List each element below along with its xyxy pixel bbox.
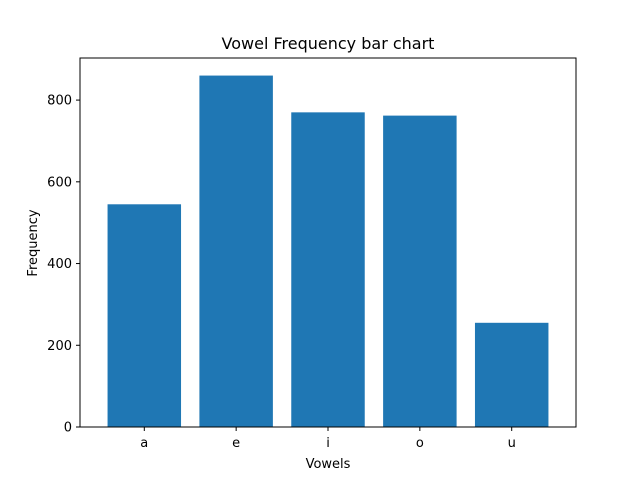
y-axis-title: Frequency [26, 209, 41, 276]
bar-e [199, 75, 273, 428]
x-axis-title: Vowels [306, 457, 351, 472]
y-tick-label: 400 [47, 257, 72, 272]
bar-a [107, 204, 182, 427]
bar-i [291, 112, 365, 427]
bars-group [107, 75, 549, 428]
y-tick-label: 200 [47, 339, 72, 354]
x-tick-label: u [508, 436, 516, 451]
y-axis-ticks: 0 200 400 600 800 [47, 94, 80, 436]
x-tick-label: o [416, 436, 424, 451]
chart-title: Vowel Frequency bar chart [222, 34, 435, 53]
bar-o [383, 115, 457, 427]
plot-frame [79, 57, 577, 428]
x-tick-label: a [140, 436, 148, 451]
y-tick-label: 800 [47, 94, 72, 109]
y-tick-label: 600 [47, 175, 72, 190]
y-tick-label: 0 [64, 421, 72, 436]
x-tick-label: i [326, 436, 330, 451]
x-tick-label: e [232, 436, 240, 451]
bar-u [474, 322, 549, 427]
